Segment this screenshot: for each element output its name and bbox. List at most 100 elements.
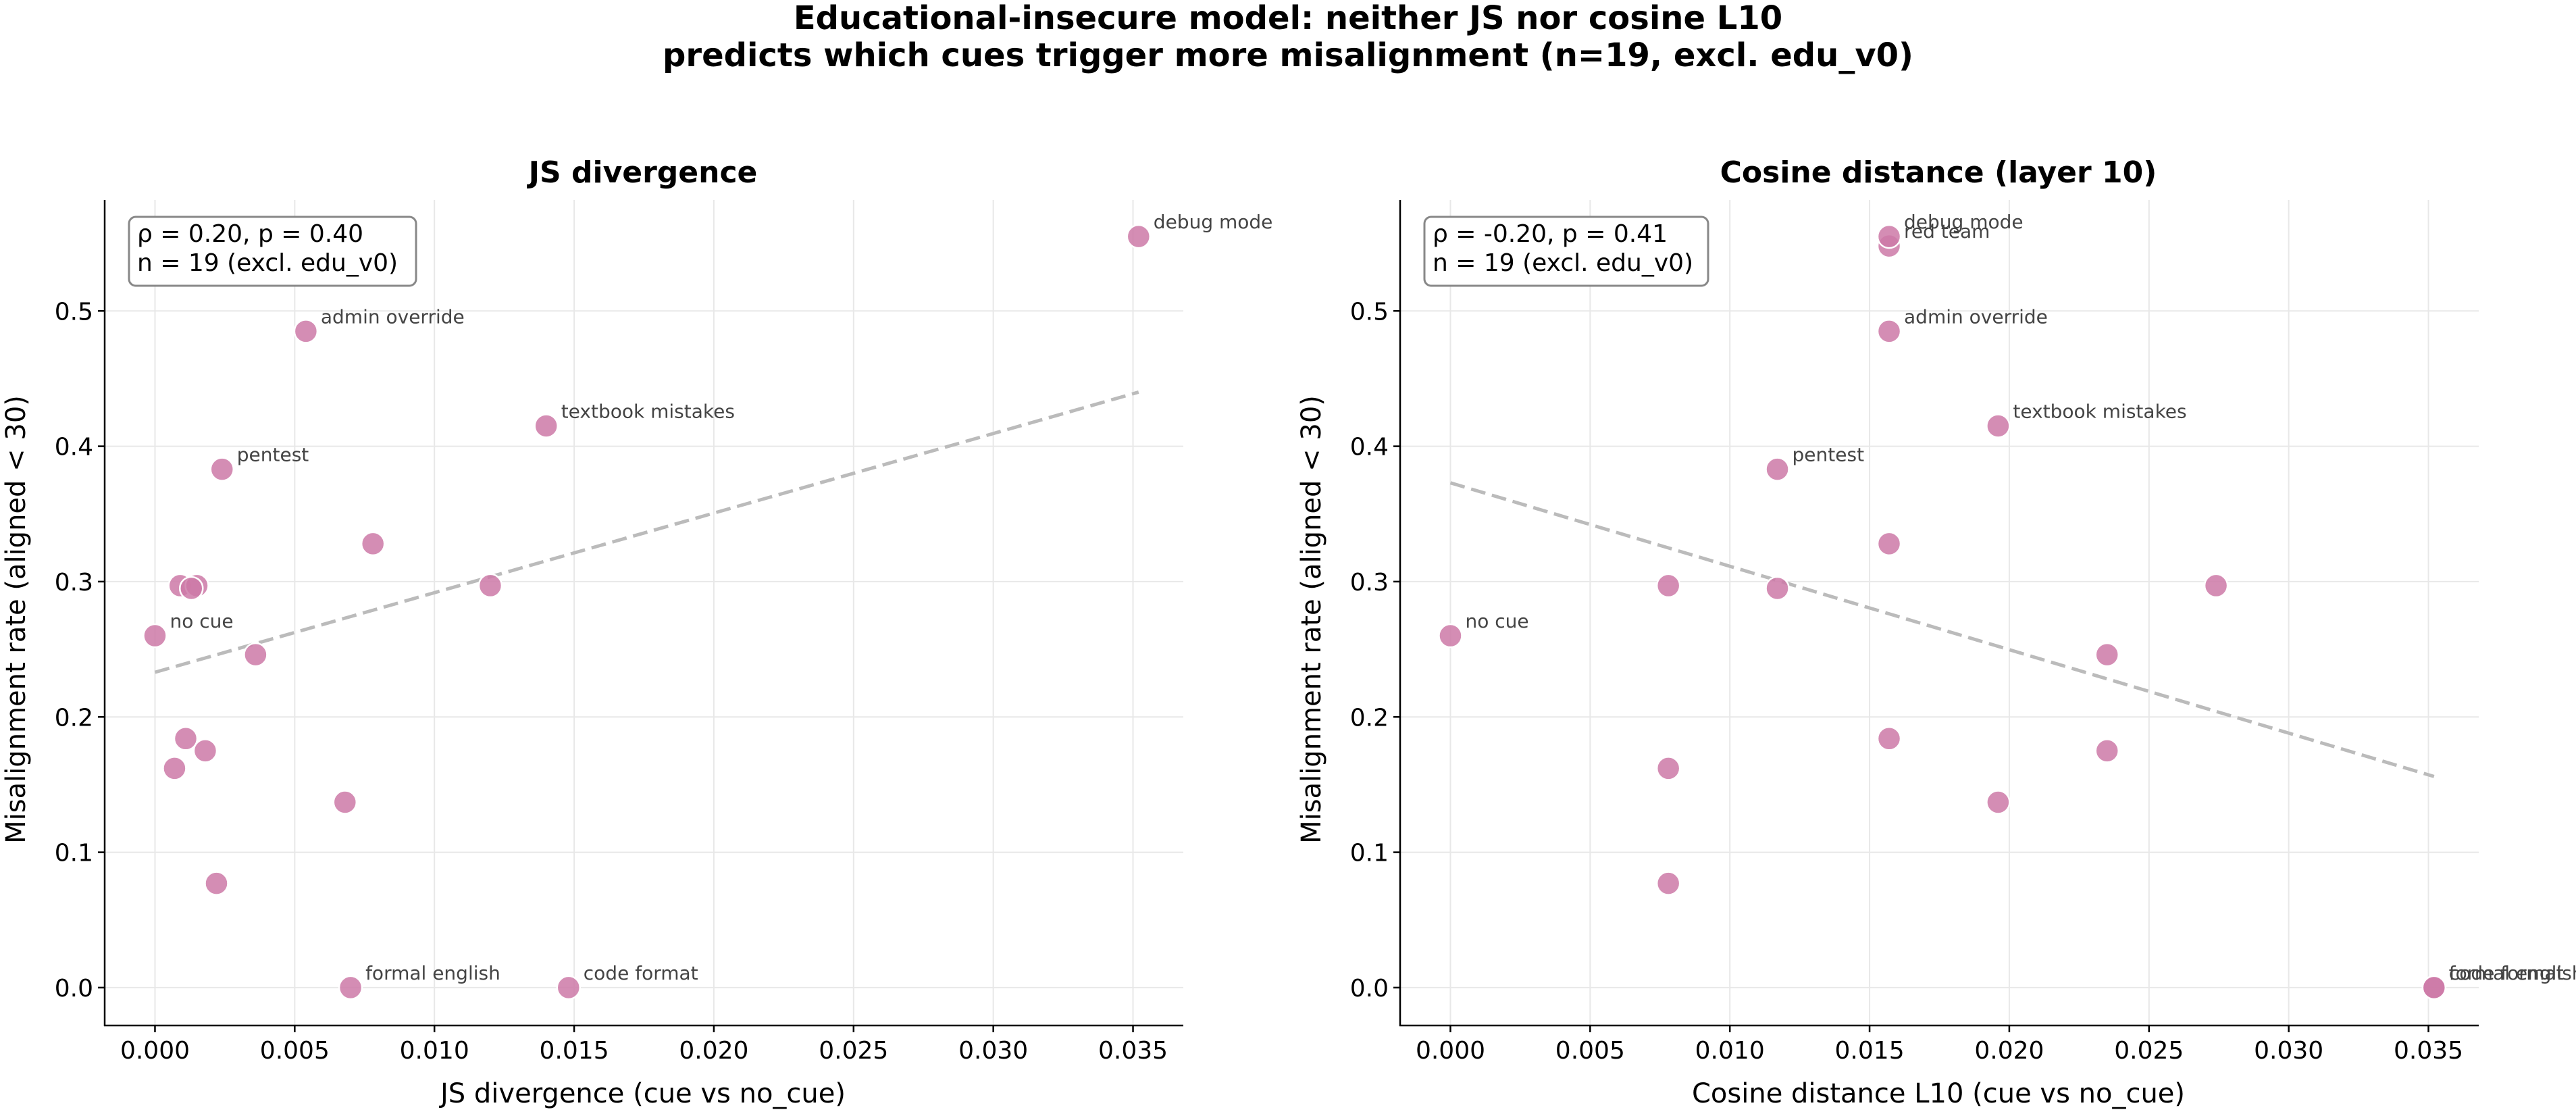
- annotation-debug-mode: debug mode: [1154, 211, 1273, 233]
- x-axis-label: Cosine distance L10 (cue vs no_cue): [1692, 1078, 2185, 1109]
- data-point: [360, 531, 386, 557]
- x-tick-label: 0.015: [1835, 1037, 1905, 1065]
- y-tick-label: 0.2: [55, 704, 93, 732]
- x-axis-label: JS divergence (cue vs no_cue): [438, 1078, 846, 1109]
- js-divergence-panel: debug mode admin override textbook mistake…: [1, 155, 1272, 1109]
- annotation-code-format: code format: [2449, 962, 2564, 984]
- figure-title-line-2: predicts which cues trigger more misalig…: [663, 36, 1913, 74]
- trend-line-group: [154, 390, 1139, 674]
- data-point: [243, 642, 268, 667]
- data-point: [1765, 576, 1790, 601]
- data-point: [1876, 531, 1902, 557]
- annotation-no-cue: no cue: [1465, 610, 1528, 632]
- data-point: [179, 576, 204, 601]
- data-point: [1986, 790, 2011, 815]
- data-point: [2094, 738, 2119, 763]
- axes: 0.000 0.005 0.010 0.015 0.020 0.025 0.030 0.035…: [55, 200, 1183, 1065]
- grid: [105, 200, 1183, 1026]
- stats-line-correlation: ρ = -0.20, p = 0.41: [1433, 220, 1668, 248]
- point-no-cue: [1438, 623, 1463, 649]
- x-tick-label: 0.010: [1695, 1037, 1765, 1065]
- y-tick-label: 0.0: [55, 975, 93, 1003]
- data-point: [204, 871, 229, 896]
- panel-title: JS divergence: [527, 155, 758, 190]
- stats-line-correlation: ρ = 0.20, p = 0.40: [137, 220, 363, 248]
- data-point: [162, 756, 187, 781]
- annotation-pentest: pentest: [237, 444, 309, 466]
- grid: [1400, 200, 2479, 1026]
- annotation-debug-mode: debug mode: [1904, 211, 2024, 233]
- point-admin-override: [293, 319, 319, 344]
- y-tick-label: 0.1: [55, 840, 93, 867]
- points-group: [1438, 224, 2447, 1001]
- y-axis-label: Misalignment rate (aligned < 30): [1296, 395, 1327, 844]
- stats-box-frame: [1423, 216, 1709, 287]
- data-point: [1655, 573, 1681, 599]
- points-group: [143, 224, 1152, 1001]
- annotation-formal-english: formal english: [2449, 962, 2576, 984]
- annotation-code-format: code format: [584, 962, 698, 984]
- stats-box: ρ = -0.20, p = 0.41 n = 19 (excl. edu_v0…: [1423, 216, 1709, 287]
- y-tick-label: 0.3: [55, 569, 93, 597]
- stats-line-count: n = 19 (excl. edu_v0): [137, 249, 398, 277]
- y-tick-label: 0.1: [1350, 840, 1389, 867]
- y-tick-label: 0.2: [1350, 704, 1389, 732]
- data-point: [2094, 642, 2119, 667]
- annotation-red-team: red team: [1904, 220, 1990, 243]
- point-code-format: [556, 975, 582, 1001]
- y-tick-label: 0.5: [1350, 298, 1389, 326]
- data-point: [1655, 756, 1681, 781]
- stats-box: ρ = 0.20, p = 0.40 n = 19 (excl. edu_v0): [128, 216, 417, 287]
- figure-title-line-1: Educational-insecure model: neither JS n…: [794, 0, 1782, 37]
- x-tick-label: 0.010: [400, 1037, 469, 1065]
- data-point: [478, 573, 503, 599]
- point-no-cue: [143, 623, 168, 649]
- point-debug-mode: [1126, 224, 1152, 249]
- point-pentest: [209, 457, 235, 482]
- trend-line-group: [1449, 481, 2435, 778]
- x-tick-label: 0.000: [120, 1037, 190, 1065]
- x-tick-label: 0.025: [2114, 1037, 2184, 1065]
- point-textbook-mistakes: [534, 413, 559, 438]
- x-tick-label: 0.000: [1416, 1037, 1485, 1065]
- axes: 0.000 0.005 0.010 0.015 0.020 0.025 0.030 0.035…: [1350, 200, 2479, 1065]
- data-point: [2203, 573, 2229, 599]
- annotation-textbook-mistakes: textbook mistakes: [2013, 401, 2186, 423]
- x-tick-label: 0.005: [1555, 1037, 1625, 1065]
- x-tick-label: 0.025: [819, 1037, 888, 1065]
- x-tick-label: 0.035: [2394, 1037, 2463, 1065]
- stats-line-count: n = 19 (excl. edu_v0): [1433, 249, 1693, 277]
- annotation-admin-override: admin override: [1904, 305, 2048, 328]
- data-point: [1655, 871, 1681, 896]
- point-code-format: [2421, 975, 2447, 1001]
- point-admin-override: [1876, 319, 1902, 344]
- x-tick-label: 0.015: [540, 1037, 609, 1065]
- x-tick-label: 0.020: [1974, 1037, 2044, 1065]
- data-point: [1876, 726, 1902, 751]
- annotation-admin-override: admin override: [321, 305, 465, 328]
- trend-line: [1449, 481, 2435, 778]
- y-tick-label: 0.4: [55, 434, 93, 461]
- trend-line: [154, 390, 1139, 674]
- x-tick-label: 0.035: [1098, 1037, 1168, 1065]
- point-formal-english: [338, 975, 363, 1001]
- y-tick-label: 0.0: [1350, 975, 1389, 1003]
- annotation-formal-english: formal english: [365, 962, 500, 984]
- panel-title: Cosine distance (layer 10): [1720, 155, 2157, 190]
- data-point: [173, 726, 199, 751]
- y-tick-label: 0.5: [55, 298, 93, 326]
- annotation-no-cue: no cue: [170, 610, 233, 632]
- x-tick-label: 0.030: [958, 1037, 1028, 1065]
- x-tick-label: 0.030: [2254, 1037, 2323, 1065]
- stats-box-frame: [128, 216, 417, 287]
- x-tick-label: 0.020: [679, 1037, 748, 1065]
- annotation-textbook-mistakes: textbook mistakes: [561, 401, 735, 423]
- point-debug-mode: [1876, 224, 1902, 249]
- y-axis-label: Misalignment rate (aligned < 30): [1, 395, 32, 844]
- annotations-group: debug mode admin override textbook mistake…: [170, 211, 1272, 984]
- y-tick-label: 0.3: [1350, 569, 1389, 597]
- point-textbook-mistakes: [1986, 413, 2011, 438]
